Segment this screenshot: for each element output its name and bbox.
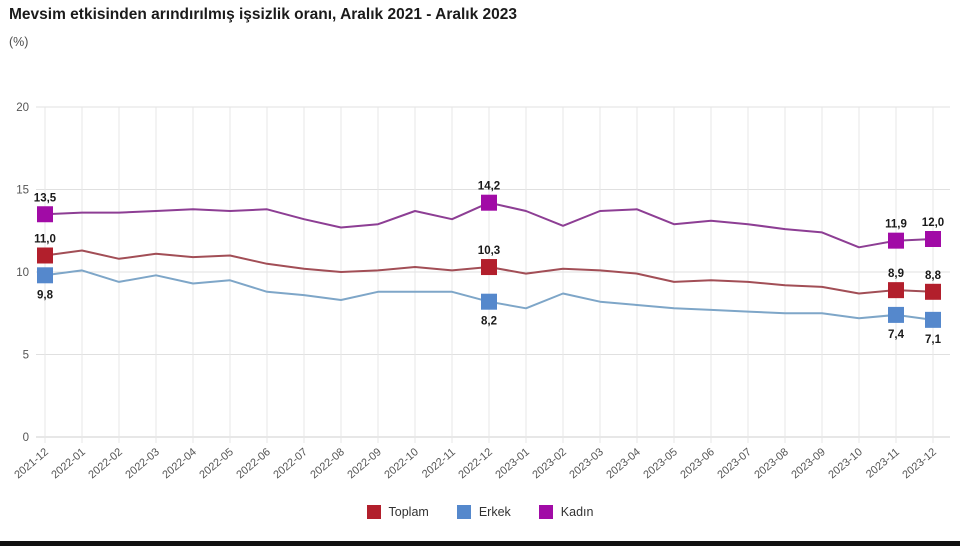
x-axis-tick-label: 2023-11 — [864, 446, 902, 481]
data-point-label: 14,2 — [478, 181, 500, 193]
data-point-label: 7,4 — [888, 329, 905, 341]
data-point-label: 11,0 — [34, 234, 56, 246]
y-axis-tick-label: 5 — [23, 350, 29, 362]
data-point-marker — [888, 232, 904, 249]
x-axis-tick-label: 2023-04 — [604, 446, 643, 481]
x-axis-tick-label: 2023-07 — [715, 446, 754, 481]
y-axis-tick-label: 0 — [23, 432, 29, 444]
legend-item-kadin[interactable]: Kadın — [538, 505, 594, 519]
x-axis-tick-label: 2022-11 — [420, 446, 458, 481]
x-axis-tick-label: 2022-03 — [123, 446, 162, 481]
x-axis-tick-label: 2022-12 — [456, 446, 495, 481]
x-axis-tick-label: 2023-08 — [752, 446, 791, 481]
data-point-label: 8,8 — [925, 270, 942, 282]
x-axis-tick-label: 2022-06 — [234, 446, 273, 481]
x-axis-tick-label: 2022-05 — [197, 446, 236, 481]
data-point-label: 11,9 — [885, 219, 907, 231]
legend-label-kadin: Kadın — [560, 505, 594, 519]
data-point-marker — [925, 311, 941, 328]
x-axis-tick-label: 2022-09 — [345, 446, 384, 481]
x-axis-tick-label: 2021-12 — [12, 446, 51, 481]
y-axis-tick-label: 20 — [16, 102, 29, 114]
x-axis-tick-label: 2023-12 — [900, 446, 939, 481]
legend-swatch-kadin — [538, 505, 553, 519]
legend-label-erkek: Erkek — [478, 505, 511, 519]
data-point-marker — [925, 283, 941, 300]
x-axis-tick-label: 2022-08 — [308, 446, 347, 481]
data-point-label: 8,2 — [481, 316, 497, 328]
x-axis-tick-label: 2023-05 — [641, 446, 680, 481]
chart-unit-label: (%) — [9, 35, 29, 49]
x-axis-tick-label: 2022-04 — [160, 446, 199, 481]
x-axis-tick-label: 2023-01 — [493, 446, 532, 481]
x-axis-tick-label: 2023-03 — [567, 446, 606, 481]
data-point-marker — [37, 206, 53, 223]
data-point-label: 10,3 — [478, 245, 500, 257]
data-point-marker — [481, 259, 497, 276]
data-point-label: 12,0 — [922, 217, 944, 229]
chart-canvas: 051015202021-122022-012022-022022-032022… — [12, 102, 950, 481]
data-point-marker — [888, 306, 904, 323]
legend-label-toplam: Toplam — [388, 505, 429, 519]
y-axis-tick-label: 10 — [16, 267, 29, 279]
data-point-label: 7,1 — [925, 334, 942, 346]
x-axis-tick-label: 2022-10 — [382, 446, 421, 481]
data-point-marker — [481, 194, 497, 211]
data-point-marker — [37, 267, 53, 284]
x-axis-tick-label: 2022-07 — [271, 446, 310, 481]
x-axis-tick-label: 2023-09 — [789, 446, 828, 481]
x-axis-tick-label: 2023-10 — [826, 446, 865, 481]
x-axis-tick-label: 2023-06 — [678, 446, 717, 481]
data-point-label: 13,5 — [34, 192, 57, 204]
data-point-marker — [888, 282, 904, 299]
legend-item-toplam[interactable]: Toplam — [366, 505, 429, 519]
x-axis-tick-label: 2022-02 — [86, 446, 125, 481]
chart-legend: Toplam Erkek Kadın — [0, 505, 960, 519]
gridlines — [36, 106, 950, 443]
legend-item-erkek[interactable]: Erkek — [456, 505, 511, 519]
legend-swatch-toplam — [366, 505, 381, 519]
x-axis-tick-label: 2023-02 — [530, 446, 569, 481]
bottom-bar — [0, 541, 960, 546]
data-point-marker — [481, 293, 497, 310]
legend-swatch-erkek — [456, 505, 471, 519]
data-point-marker — [37, 247, 53, 264]
y-axis-tick-label: 15 — [16, 185, 29, 197]
x-axis-tick-label: 2022-01 — [49, 446, 88, 481]
data-point-label: 8,9 — [888, 268, 904, 280]
data-point-marker — [925, 231, 941, 247]
chart-title: Mevsim etkisinden arındırılmış işsizlik … — [9, 6, 518, 23]
data-point-label: 9,8 — [37, 289, 54, 301]
